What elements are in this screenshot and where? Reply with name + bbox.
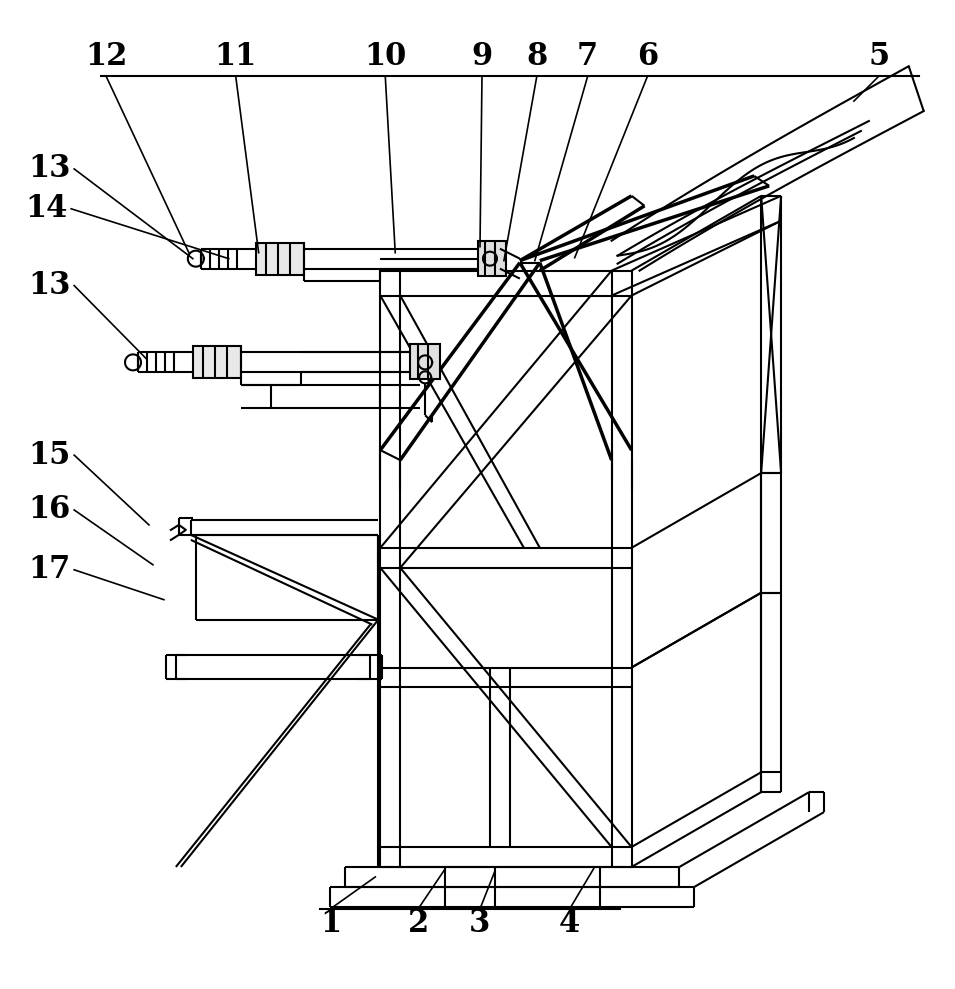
Text: 14: 14 [25,193,68,225]
Bar [411,344,440,380]
Text: 8: 8 [526,41,547,72]
Text: 15: 15 [28,440,71,471]
Text: 5: 5 [868,41,889,72]
Bar [478,240,506,276]
Text: 13: 13 [28,153,71,184]
Text: 12: 12 [85,41,127,72]
Text: 9: 9 [472,41,493,72]
Text: 17: 17 [28,554,71,585]
Text: 10: 10 [364,41,407,72]
Text: 11: 11 [215,41,257,72]
Text: 6: 6 [637,41,658,72]
Text: 7: 7 [577,41,598,72]
Bar [193,346,241,379]
Bar [256,242,304,275]
Text: 3: 3 [469,908,491,940]
Text: 4: 4 [559,908,581,940]
Text: 2: 2 [408,908,429,940]
Text: 16: 16 [28,494,71,525]
Text: 1: 1 [320,908,341,940]
Text: 13: 13 [28,270,71,301]
